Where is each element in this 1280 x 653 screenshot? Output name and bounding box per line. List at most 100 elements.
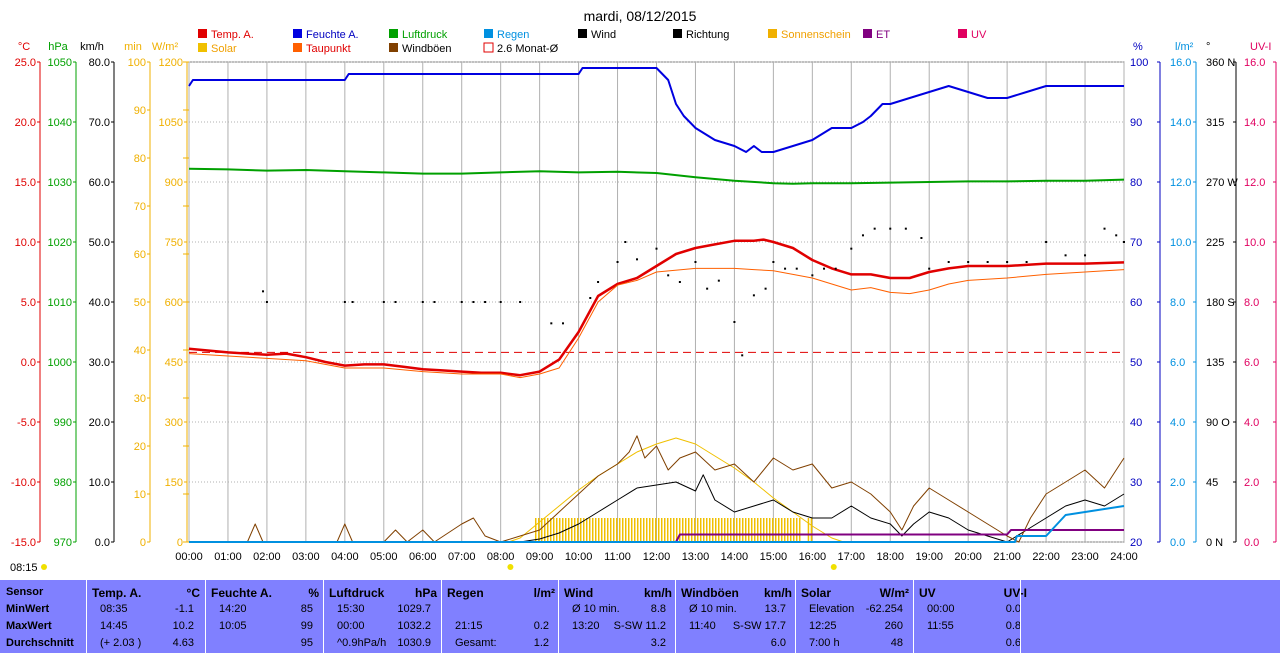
direction-dot [784,267,787,270]
direction-dot [795,267,798,270]
axis-label-uv: 0.0 [1244,537,1259,549]
legend-swatch [293,43,302,52]
cell-value: 99 [300,620,313,632]
direction-dot [597,281,600,283]
column-separator [86,580,87,653]
cell-value: 6.0 [770,637,786,649]
axis-label-wind: 10.0 [89,477,110,489]
axis-label-press: 990 [54,417,72,429]
legend-label: Temp. A. [211,29,254,41]
axis-label-press: 1020 [48,237,72,249]
axis-label-dir: 45 [1206,477,1218,489]
direction-dot [616,261,619,263]
chart-title: mardi, 08/12/2015 [584,8,697,24]
axis-label-rain: 14.0 [1170,117,1191,129]
legend-label: UV [971,29,987,41]
axis-label-wind: 80.0 [89,57,110,69]
axis-label-sunmin: 70 [134,201,146,213]
time-marker-dot [41,564,47,570]
x-tick-label: 12:00 [643,551,671,563]
cell-value: 1029.7 [397,603,431,615]
cell-value: 1.2 [533,637,549,649]
sunshine-block [807,518,813,542]
cell-value: 0.6 [1005,637,1021,649]
x-tick-label: 07:00 [448,551,476,563]
direction-dot [733,321,736,323]
axis-label-dir: 180 S [1206,297,1235,309]
cell-value: 0.2 [533,620,549,632]
cell-value: S-SW 17.7 [732,620,786,632]
direction-dot [834,267,837,270]
x-tick-label: 02:00 [253,551,281,563]
column-unit: % [308,586,319,600]
cell-value: 48 [890,637,903,649]
axis-label-dir: 90 O [1206,417,1230,429]
direction-dot [562,322,564,325]
x-tick-label: 01:00 [214,551,242,563]
direction-dot [986,261,989,263]
legend-label: Luftdruck [402,29,448,41]
direction-dot [484,301,487,303]
x-tick-label: 19:00 [915,551,943,563]
axis-label-temp: -5.0 [17,417,36,429]
direction-dot [947,261,950,263]
legend-label: Feuchte A. [306,29,359,41]
axis-label-wind: 50.0 [89,237,110,249]
legend-swatch [389,29,398,38]
axis-label-rain: 0.0 [1170,537,1185,549]
direction-dot [1025,261,1028,263]
axis-label-press: 1000 [48,357,72,369]
x-tick-label: 15:00 [760,551,788,563]
cell-label: 21:15 [455,620,483,632]
axis-label-hum: 20 [1130,537,1142,549]
legend-swatch [198,29,207,38]
x-tick-label: 23:00 [1071,551,1099,563]
time-marker-label: 08:15 [10,562,38,574]
direction-dot [421,301,424,303]
direction-dot [764,287,767,290]
direction-dot [382,301,385,303]
axis-label-hum: 70 [1130,237,1142,249]
axis-label-dir: 315 [1206,117,1224,129]
column-header: Luftdruck [329,586,385,600]
column-header: UV [919,586,936,600]
legend-swatch [198,43,207,52]
axis-label-rain: 10.0 [1170,237,1191,249]
legend-label: Windböen [402,43,452,55]
column-unit: l/m² [533,586,555,600]
cell-value: 95 [300,637,313,649]
series-taupunkt [188,267,1125,379]
axis-label-rain: 4.0 [1170,417,1185,429]
axis-label-sunmin: 90 [134,105,146,117]
series-feuchte-a [188,67,1124,153]
axis-label-temp: 0.0 [21,357,36,369]
direction-dot [752,294,755,297]
axis-label-temp: 20.0 [15,117,36,129]
axis-label-press: 1050 [48,57,72,69]
cell-value: 0.0 [1005,603,1021,615]
axis-label-solar: 150 [165,477,183,489]
direction-dot [550,322,553,325]
legend-label: ET [876,29,890,41]
direction-dot [694,261,697,263]
axis-label-dir: 135 [1206,357,1224,369]
legend-swatch [673,29,682,38]
axis-label-temp: 5.0 [21,297,36,309]
column-separator [558,580,559,653]
direction-dot [589,297,592,299]
axis-label-sunmin: 60 [134,249,146,261]
direction-dot [1115,234,1118,237]
direction-dot [351,301,354,303]
legend-swatch [483,42,494,53]
cell-value: 1030.9 [397,637,431,649]
sunshine-block [534,518,801,542]
series-regen [189,505,1125,543]
axis-label-press: 980 [54,477,72,489]
sunrise-marker [507,564,514,570]
axis-unit-press: hPa [48,41,68,53]
legend-label: Regen [497,29,529,41]
cell-label: Ø 10 min. [572,603,620,615]
cell-value: 3.2 [650,637,666,649]
axis-label-press: 1030 [48,177,72,189]
column-header: Regen [447,586,484,600]
